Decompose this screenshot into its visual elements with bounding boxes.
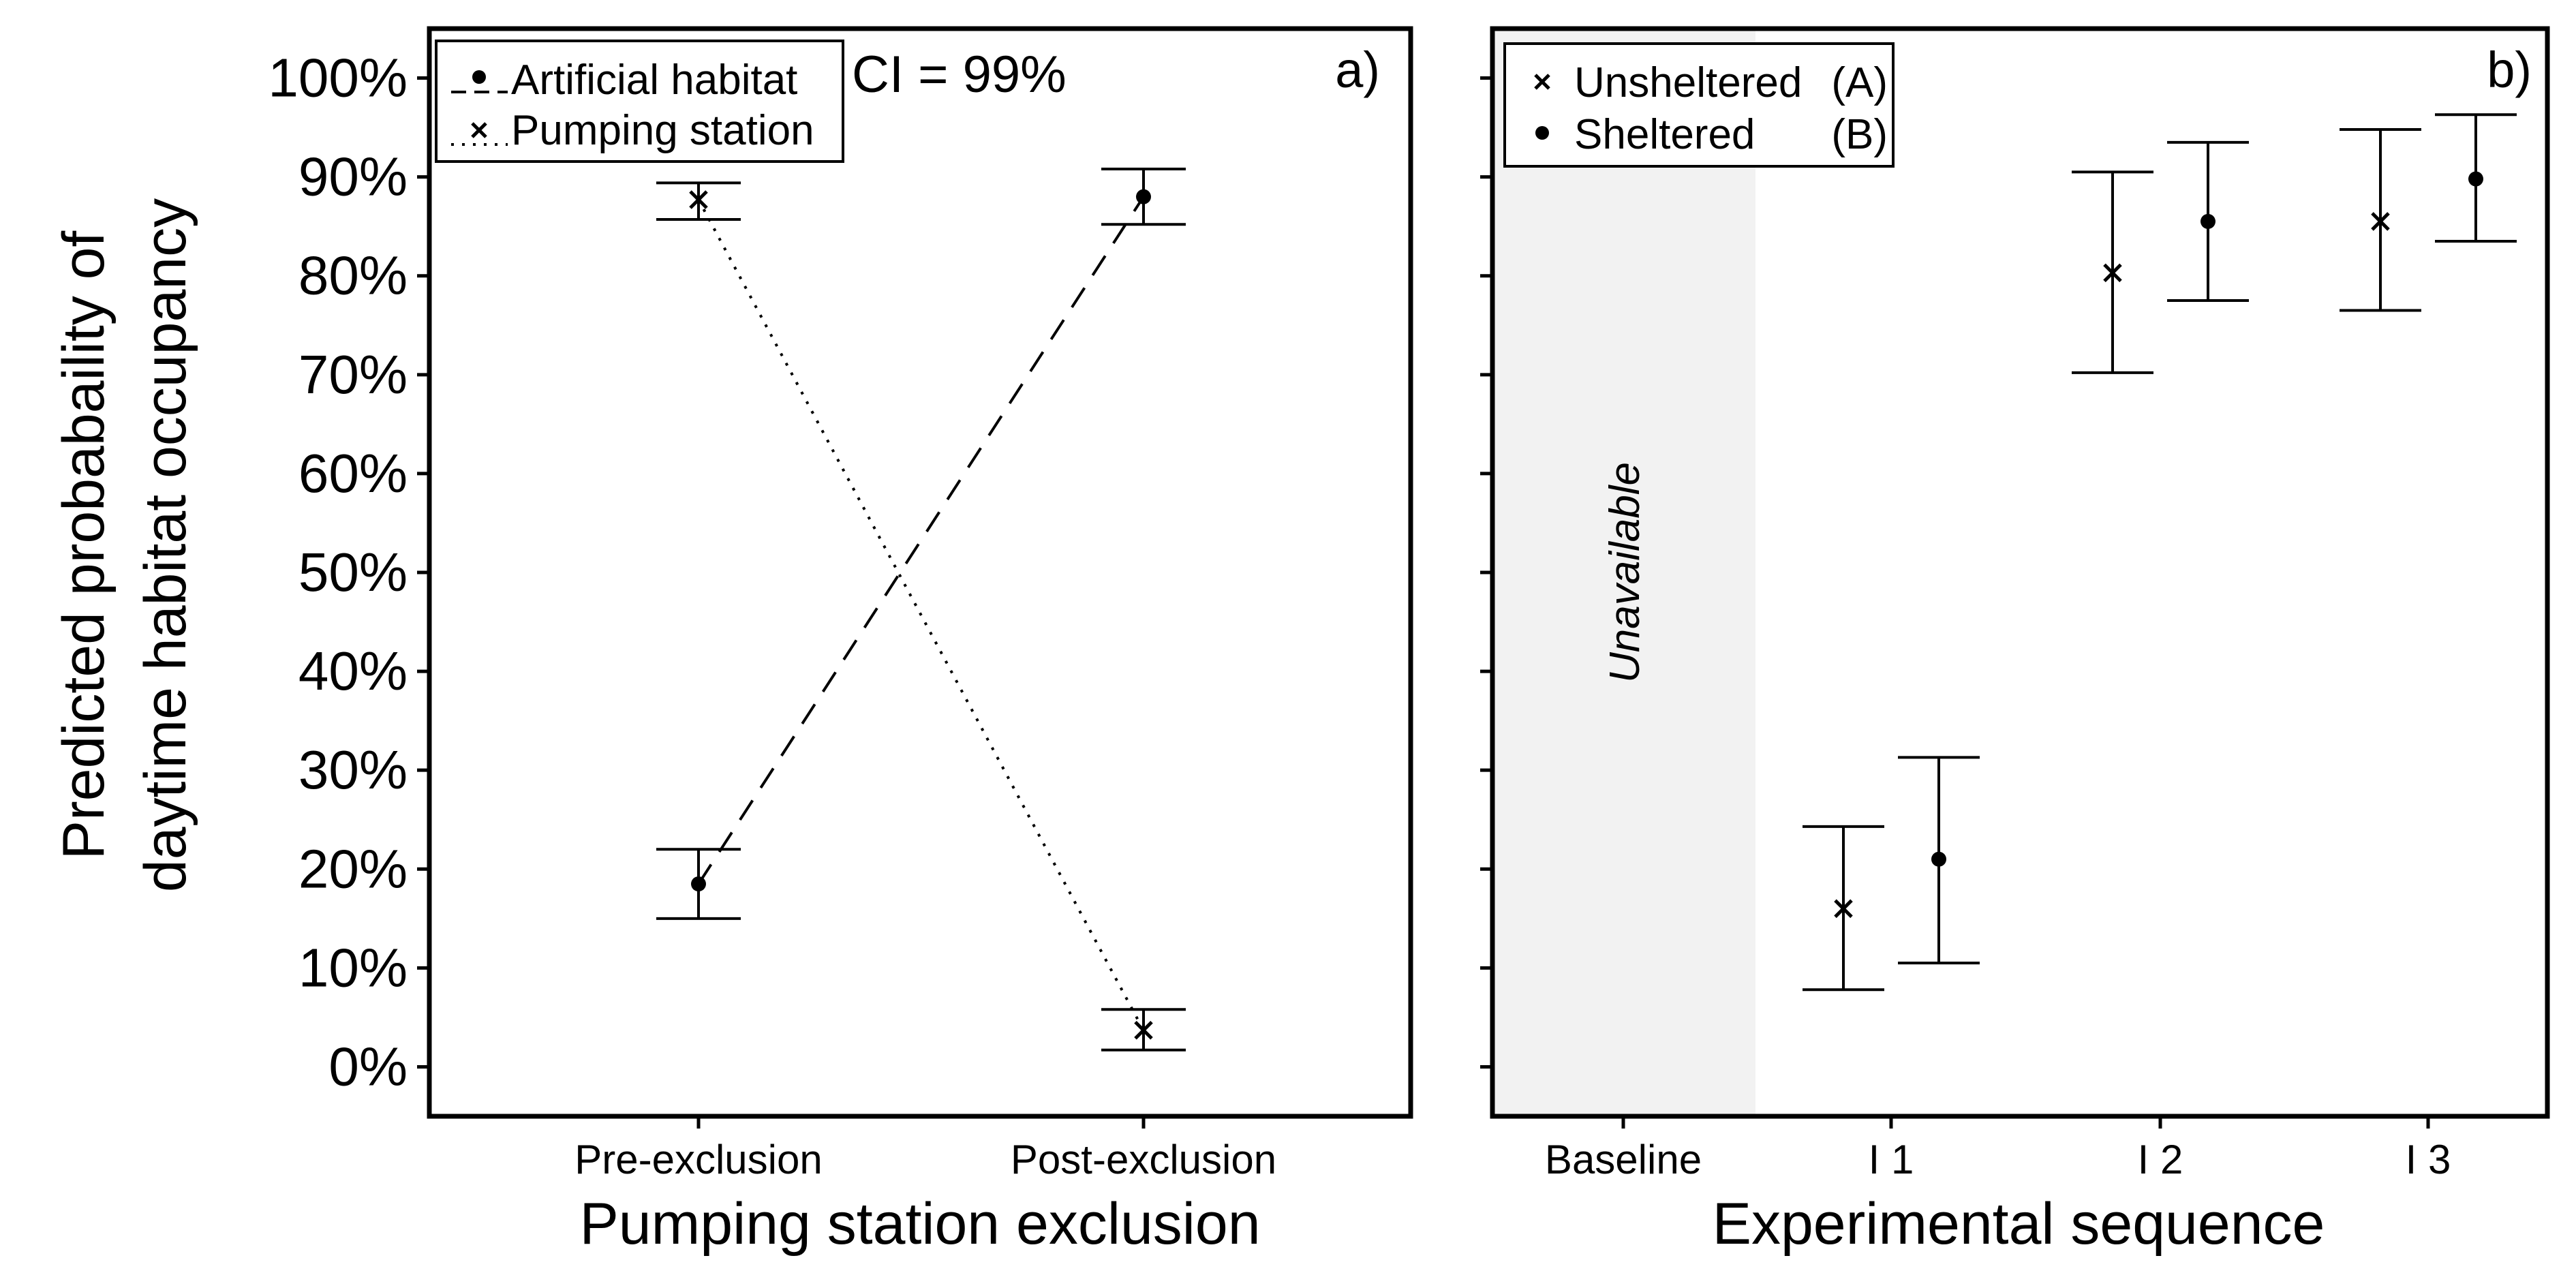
panel-a-frame	[427, 26, 1413, 1119]
panel-b: Unavailable b) Unsheltered (A) Sheltered…	[1480, 26, 2550, 1257]
y-axis-title-line-1: Predicted probabaility of	[51, 230, 117, 860]
pumping-station-line	[697, 199, 1145, 1031]
panel-b-label: b)	[2487, 42, 2532, 98]
y-tick-label: 90%	[298, 147, 408, 207]
sheltered-point	[1931, 851, 1946, 867]
ci-annotation: CI = 99%	[852, 46, 1067, 104]
y-tick-label: 70%	[298, 344, 408, 405]
sheltered-point	[2468, 171, 2483, 187]
panel-a-y-axis: 0% 10% 20% 30% 40% 50% 60% 70% 80% 90% 100%	[268, 48, 429, 1097]
x-tick-label-i-3: I 3	[2406, 1137, 2451, 1182]
panel-a-marks	[656, 168, 1186, 1052]
panel-b-x-axis: Baseline I 1 I 2 I 3	[1545, 1116, 2451, 1182]
panel-a-x-axis: Pre-exclusion Post-exclusion	[574, 1116, 1276, 1182]
unsheltered-point	[2103, 263, 2122, 283]
y-tick-label: 30%	[298, 739, 408, 800]
unavailable-label: Unavailable	[1601, 462, 1649, 683]
y-tick-label: 10%	[298, 937, 408, 998]
x-tick-label-post-exclusion: Post-exclusion	[1011, 1137, 1276, 1182]
legend-pumping-station-label: Pumping station	[511, 107, 814, 154]
legend-unsheltered-label: Unsheltered	[1574, 59, 1802, 106]
unsheltered-point	[1834, 899, 1853, 919]
legend-pumping-station-cross	[471, 122, 487, 138]
legend-sheltered-code: (B)	[1831, 111, 1888, 158]
x-tick-label-i-2: I 2	[2138, 1137, 2183, 1182]
artificial-habitat-line	[697, 196, 1145, 885]
y-tick-label: 50%	[298, 542, 408, 602]
panel-a-legend-box	[435, 40, 844, 163]
panel-b-legend: Unsheltered (A) Sheltered (B)	[1503, 42, 1895, 168]
unsheltered-point	[2371, 212, 2390, 231]
y-tick-label: 20%	[298, 838, 408, 899]
legend-sheltered-label: Sheltered	[1574, 111, 1755, 158]
legend-sheltered-dot	[1535, 126, 1549, 140]
y-tick-label: 100%	[268, 48, 408, 108]
sheltered-point	[2201, 213, 2215, 229]
panel-b-legend-box	[1503, 42, 1895, 168]
artificial-habitat-point	[691, 876, 706, 892]
panel-b-frame	[1490, 26, 2550, 1119]
panel-a-x-title: Pumping station exclusion	[579, 1191, 1260, 1257]
panel-a-legend: Artificial habitat Pumping station	[435, 40, 844, 163]
panel-a-label: a)	[1335, 42, 1380, 98]
y-tick-label: 60%	[298, 443, 408, 504]
pumping-station-point	[1134, 1021, 1153, 1040]
x-tick-label-pre-exclusion: Pre-exclusion	[574, 1137, 823, 1182]
x-tick-label-i-1: I 1	[1869, 1137, 1914, 1182]
y-tick-label: 0%	[328, 1036, 408, 1097]
panel-b-marks	[1803, 113, 2517, 992]
pumping-station-point	[689, 190, 708, 209]
y-tick-label: 40%	[298, 641, 408, 701]
legend-artificial-habitat-label: Artificial habitat	[511, 57, 797, 104]
x-tick-label-baseline: Baseline	[1545, 1137, 1702, 1182]
panel-a: 0% 10% 20% 30% 40% 50% 60% 70% 80% 90% 100% a) CI …	[268, 26, 1413, 1257]
artificial-habitat-point	[1136, 189, 1151, 204]
legend-artificial-habitat-dot	[472, 70, 486, 84]
unavailable-region	[1492, 31, 1755, 1114]
legend-unsheltered-code: (A)	[1831, 59, 1888, 106]
y-tick-label: 80%	[298, 245, 408, 306]
y-axis-title-line-2: daytime habitat occupancy	[133, 198, 198, 892]
panel-b-x-title: Experimental sequence	[1713, 1191, 2325, 1257]
legend-unsheltered-cross	[1534, 74, 1550, 90]
